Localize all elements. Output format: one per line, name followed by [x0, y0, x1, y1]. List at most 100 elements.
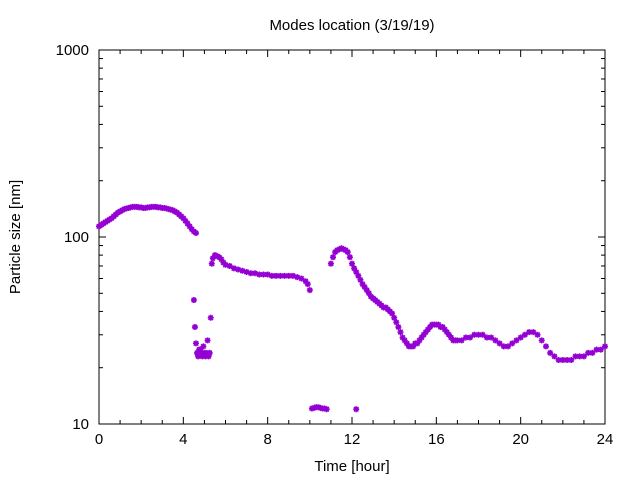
data-point	[568, 356, 575, 363]
data-point-marker	[559, 356, 566, 363]
data-point-marker	[424, 326, 431, 333]
data-point	[351, 265, 358, 272]
data-point	[542, 343, 549, 350]
data-point-marker	[195, 353, 202, 360]
data-point	[277, 272, 284, 279]
data-point-marker	[298, 275, 305, 282]
data-point	[602, 343, 608, 350]
data-point	[509, 340, 516, 347]
data-point-marker	[202, 353, 209, 360]
data-point-marker	[492, 337, 499, 344]
data-point-marker	[327, 260, 334, 267]
data-point	[197, 346, 204, 353]
data-point	[207, 314, 214, 321]
data-point-marker	[199, 353, 206, 360]
data-point	[458, 337, 465, 344]
data-point	[353, 406, 360, 413]
data-point	[424, 326, 431, 333]
data-point-marker	[542, 343, 549, 350]
data-point	[593, 346, 600, 353]
data-point	[192, 230, 199, 237]
data-point	[357, 276, 364, 283]
data-point-marker	[410, 343, 417, 350]
data-point-marker	[206, 349, 213, 356]
data-point	[393, 319, 400, 326]
data-point-marker	[568, 356, 575, 363]
data-point-marker	[200, 343, 207, 350]
data-point	[260, 271, 267, 278]
data-point-marker	[353, 268, 360, 275]
data-point	[422, 329, 429, 336]
x-axis: 0 4 8 12 16 20 24	[95, 50, 613, 448]
data-point	[298, 275, 305, 282]
data-point-marker	[192, 230, 199, 237]
data-point-marker	[513, 337, 520, 344]
data-point	[513, 337, 520, 344]
data-point-marker	[418, 334, 425, 341]
data-point	[517, 334, 524, 341]
data-point-marker	[302, 278, 309, 285]
data-point-marker	[194, 349, 201, 356]
data-point	[471, 331, 478, 338]
data-point	[222, 261, 229, 268]
data-point	[226, 262, 233, 269]
data-point-marker	[235, 266, 242, 273]
data-point	[391, 314, 398, 321]
data-point	[435, 321, 442, 328]
data-point-marker	[530, 329, 537, 336]
plot-border	[98, 49, 606, 425]
data-point-marker	[420, 331, 427, 338]
data-point-marker	[344, 249, 351, 256]
data-point-marker	[393, 319, 400, 326]
data-point	[361, 284, 368, 291]
y-tick-label: 100	[64, 229, 89, 246]
data-point	[247, 270, 254, 277]
data-point-marker	[204, 337, 211, 344]
data-point-marker	[207, 314, 214, 321]
data-point	[235, 266, 242, 273]
data-point-marker	[416, 337, 423, 344]
data-point-marker	[190, 297, 197, 304]
data-point-marker	[572, 353, 579, 360]
data-point	[448, 334, 455, 341]
data-point	[353, 268, 360, 275]
data-point	[190, 297, 197, 304]
data-point	[530, 329, 537, 336]
data-point	[206, 349, 213, 356]
data-point-marker	[306, 287, 313, 294]
data-point	[239, 267, 246, 274]
data-point-marker	[289, 272, 296, 279]
data-point-marker	[475, 331, 482, 338]
data-point	[243, 268, 250, 275]
x-tick-label: 0	[95, 431, 103, 448]
data-point-marker	[203, 349, 210, 356]
data-point-marker	[551, 353, 558, 360]
data-point-marker	[500, 343, 507, 350]
data-point	[395, 324, 402, 331]
x-tick-label: 12	[344, 431, 361, 448]
data-point-marker	[239, 267, 246, 274]
data-point-marker	[256, 271, 263, 278]
data-point	[209, 255, 216, 262]
data-point-marker	[340, 246, 347, 253]
data-point	[191, 324, 198, 331]
data-point	[202, 353, 209, 360]
data-point-marker	[281, 272, 288, 279]
x-tick-label: 16	[428, 431, 445, 448]
data-point	[273, 272, 280, 279]
data-point	[462, 334, 469, 341]
data-point	[467, 334, 474, 341]
chart-title: Modes location (3/19/19)	[269, 17, 434, 34]
data-series	[96, 203, 608, 413]
data-point-marker	[252, 270, 259, 277]
data-point	[439, 324, 446, 331]
data-point-marker	[488, 334, 495, 341]
data-point-marker	[264, 271, 271, 278]
data-point	[576, 353, 583, 360]
data-point	[346, 254, 353, 261]
data-point	[194, 349, 201, 356]
x-tick-label: 4	[179, 431, 187, 448]
data-point-marker	[526, 329, 533, 336]
data-point-marker	[197, 346, 204, 353]
data-point-marker	[521, 331, 528, 338]
